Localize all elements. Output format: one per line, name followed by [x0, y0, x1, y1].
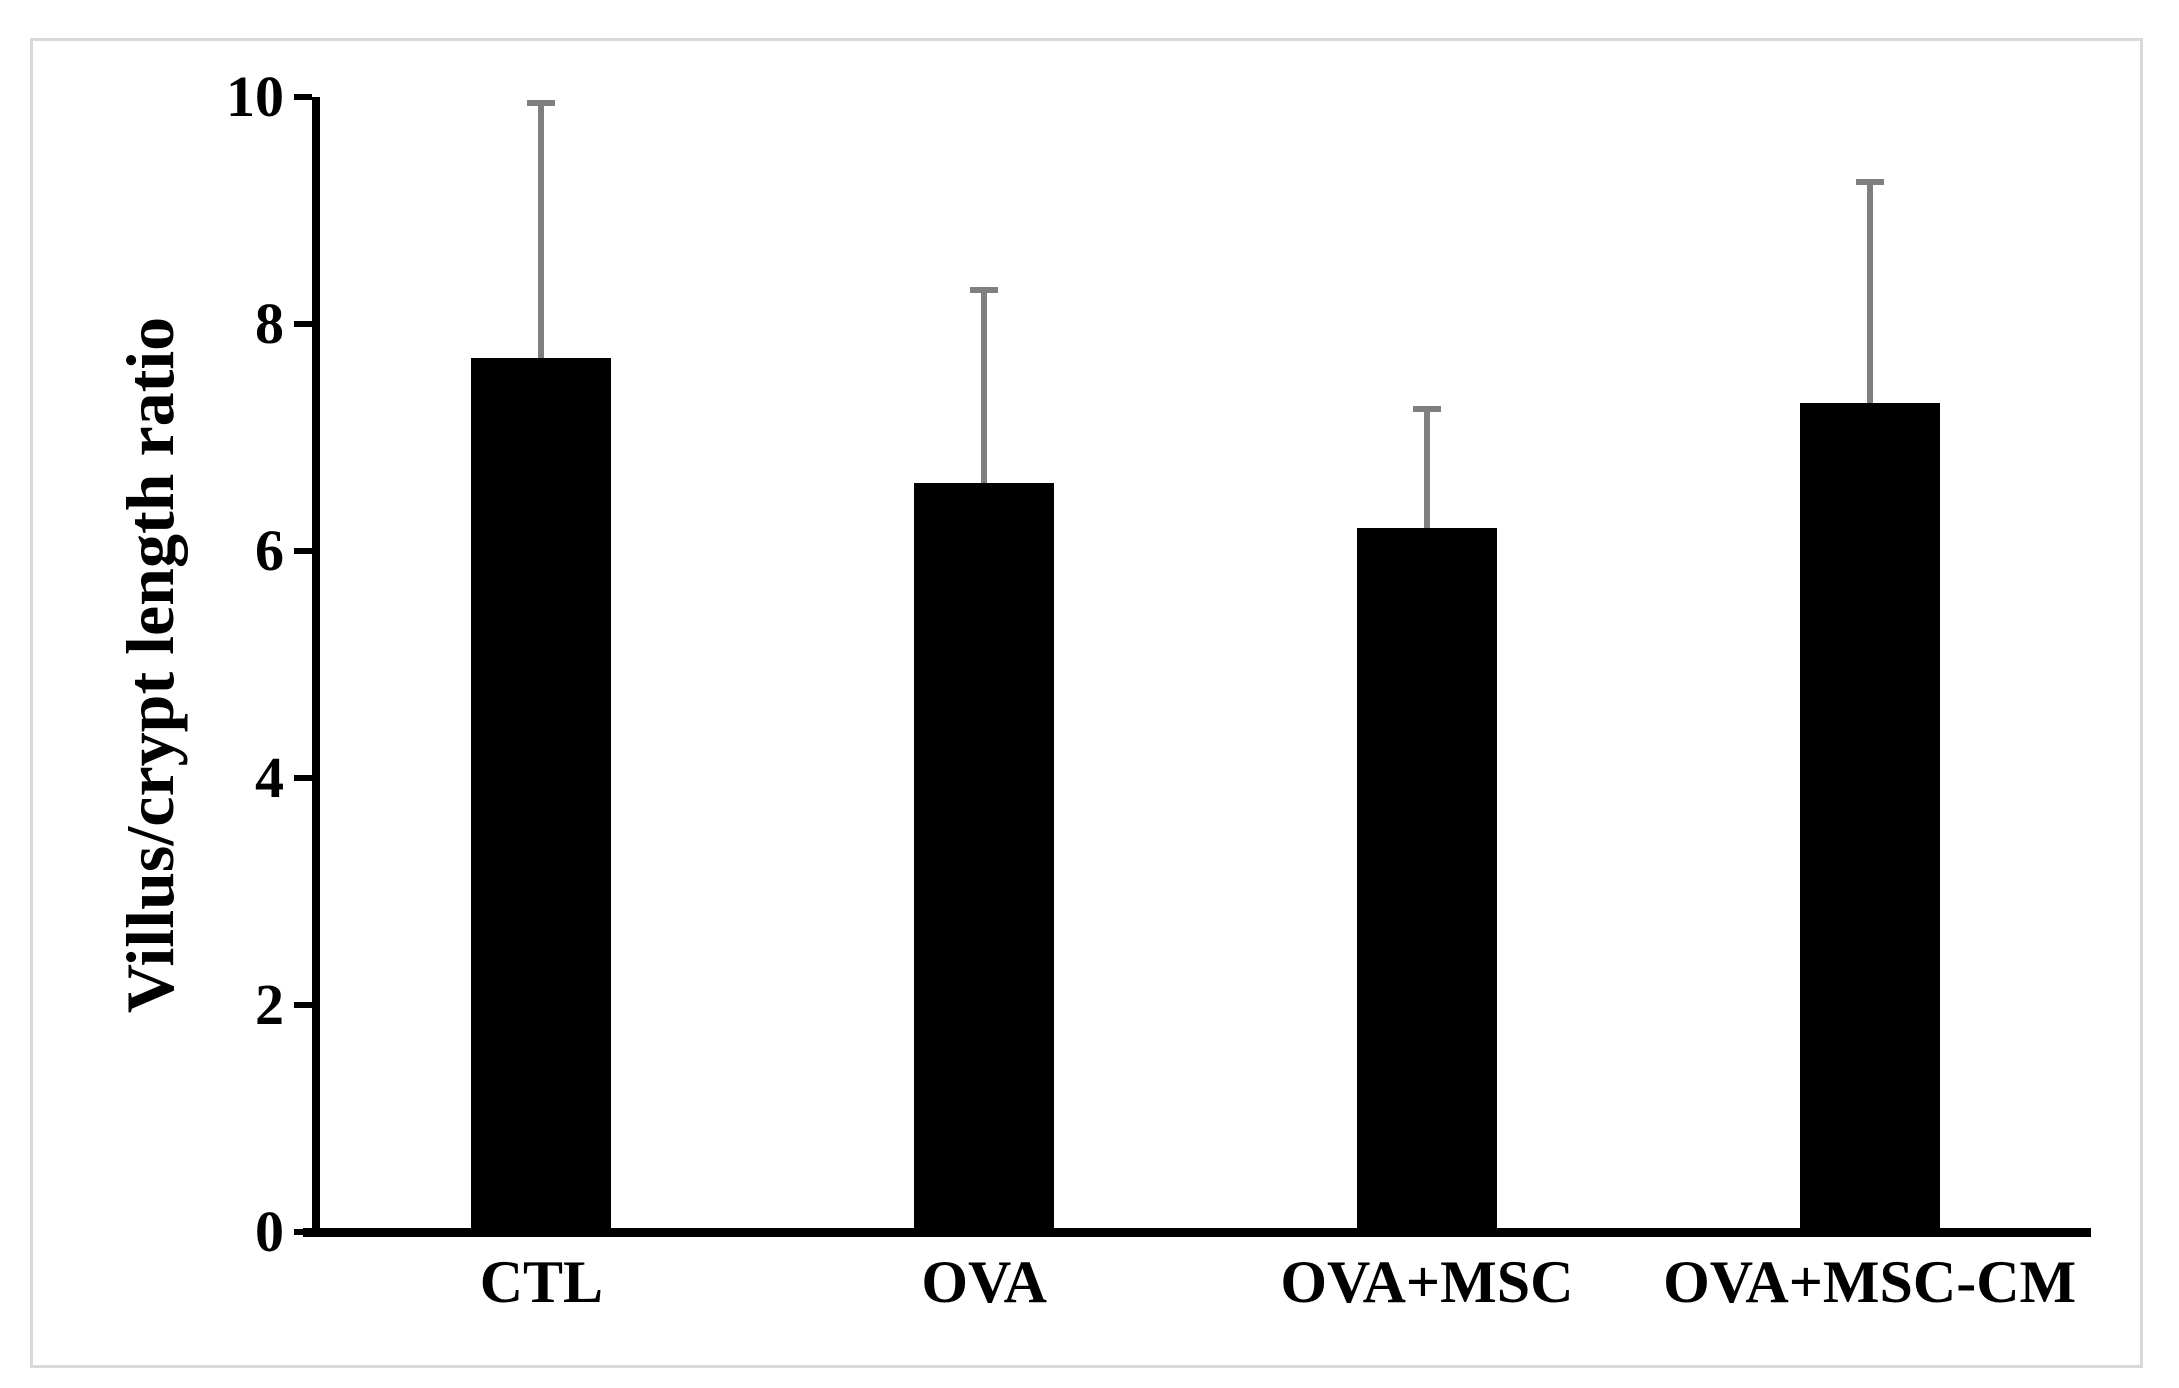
y-tick-label: 8	[255, 291, 284, 356]
error-bar-cap	[1855, 179, 1884, 186]
y-tick	[294, 1002, 312, 1008]
category-label: OVA	[921, 1249, 1047, 1315]
category-label: CTL	[479, 1249, 604, 1315]
error-bar-stem	[538, 102, 545, 369]
y-tick-label: 2	[255, 972, 284, 1037]
error-bar-stem	[1423, 409, 1430, 539]
error-bar-cap	[527, 99, 556, 106]
y-axis-title: Villus/crypt length ratio	[112, 316, 188, 1014]
y-axis-line	[312, 97, 320, 1237]
bar	[914, 482, 1055, 1232]
y-tick	[294, 1229, 312, 1235]
bar	[471, 358, 612, 1232]
y-tick	[294, 94, 312, 100]
category-label: OVA+MSC	[1280, 1249, 1574, 1315]
y-tick	[294, 548, 312, 554]
y-tick-label: 0	[255, 1199, 284, 1264]
y-tick-label: 6	[255, 518, 284, 583]
category-label: OVA+MSC-CM	[1663, 1249, 2077, 1315]
error-bar-stem	[981, 289, 988, 493]
y-tick-label: 4	[255, 745, 284, 810]
y-tick-label: 10	[226, 64, 284, 129]
bar	[1356, 528, 1497, 1232]
x-axis-line	[303, 1228, 2091, 1237]
error-bar-stem	[1866, 182, 1873, 414]
y-tick	[294, 775, 312, 781]
error-bar-cap	[970, 286, 999, 293]
y-tick	[294, 321, 312, 327]
bar	[1799, 403, 1940, 1232]
error-bar-cap	[1412, 406, 1441, 413]
figure-frame	[30, 38, 2143, 1368]
